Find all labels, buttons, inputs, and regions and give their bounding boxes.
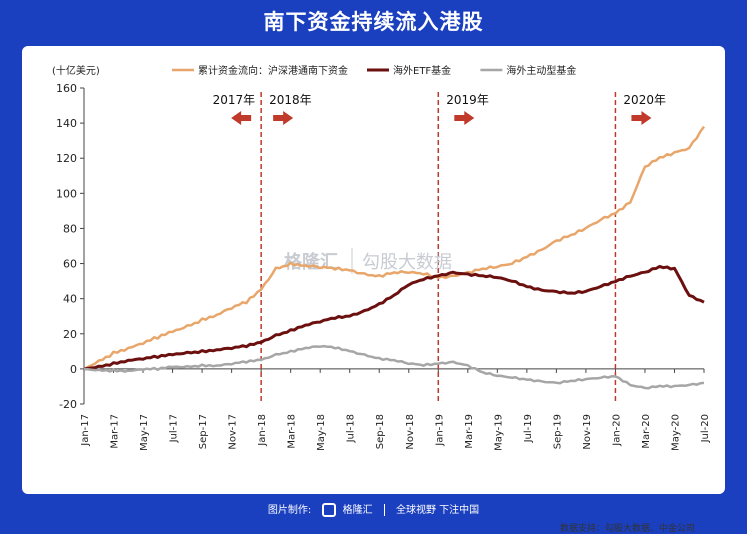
x-tick-label: Sep-19: [552, 414, 563, 449]
footer-brand: 格隆汇: [342, 505, 373, 516]
x-tick-label: Mar-19: [464, 414, 475, 449]
x-tick-label: Jan-18: [257, 414, 268, 447]
x-tick-label: Nov-17: [228, 414, 239, 450]
page-title: 南下资金持续流入港股: [263, 10, 484, 34]
right-arrow-icon: [454, 111, 475, 125]
legend-label-0: 累计资金流向：沪深港通南下资金: [198, 64, 348, 77]
y-unit-label: (十亿美元): [52, 64, 100, 77]
x-tick-label: Mar-17: [110, 414, 121, 449]
footer: 图片制作: 格隆汇 全球视野 下注中国: [0, 500, 747, 522]
y-tick-label: 80: [63, 222, 77, 235]
y-tick-label: 120: [56, 152, 77, 165]
y-tick-label: 20: [63, 328, 77, 341]
watermark-right: 勾股大数据: [362, 252, 452, 273]
x-tick-label: Mar-20: [641, 414, 652, 449]
chart-panel: (十亿美元) 累计资金流向：沪深港通南下资金 海外ETF基金 海外主动型基金 -20 0 2…: [22, 46, 725, 534]
series-line-2: [83, 344, 705, 390]
x-tick-label: May-20: [670, 414, 681, 451]
x-tick-label: Nov-18: [405, 414, 416, 450]
right-arrow-icon: [273, 111, 294, 125]
series-line-0: [83, 125, 706, 371]
y-tick-label: 0: [70, 363, 77, 376]
x-tick-label: Jan-17: [80, 414, 91, 447]
x-tick-label: Jul-17: [169, 414, 180, 443]
brand-logo-icon: [322, 503, 337, 517]
y-tick-label: 160: [56, 82, 77, 95]
source-note: 数据支持：勾股大数据、中金公司: [559, 524, 695, 534]
year-label: 2017年: [213, 93, 256, 107]
y-tick-label: 140: [56, 117, 77, 130]
right-arrow-icon: [631, 111, 652, 125]
legend-label-1: 海外ETF基金: [393, 64, 451, 77]
x-tick-label: Jul-19: [523, 414, 534, 443]
chart: (十亿美元) 累计资金流向：沪深港通南下资金 海外ETF基金 海外主动型基金 -20 0 2…: [52, 64, 711, 451]
year-label: 2018年: [269, 93, 312, 107]
y-tick-label: 60: [63, 258, 77, 271]
x-tick-label: Jan-19: [434, 414, 445, 447]
x-tick-label: Jan-20: [611, 414, 622, 447]
year-label: 2020年: [623, 93, 666, 107]
x-tick-label: Jul-18: [346, 414, 357, 443]
y-tick-label: -20: [59, 398, 77, 411]
x-tick-label: Sep-18: [375, 414, 386, 449]
series-line-1: [83, 264, 705, 371]
x-tick-label: Jul-20: [700, 414, 711, 443]
left-arrow-icon: [231, 111, 252, 125]
footer-divider: [383, 504, 385, 516]
x-tick-label: Mar-18: [287, 414, 298, 449]
x-tick-label: Nov-19: [582, 414, 593, 450]
y-tick-label: 100: [56, 187, 77, 200]
x-tick-label: May-17: [139, 414, 150, 451]
x-tick-label: May-18: [316, 414, 327, 451]
legend-label-2: 海外主动型基金: [506, 64, 576, 77]
x-tick-label: Sep-17: [198, 414, 209, 449]
footer-made-by: 图片制作:: [267, 505, 312, 516]
y-tick-label: 40: [63, 293, 77, 306]
year-label: 2019年: [446, 93, 489, 107]
x-tick-label: May-19: [493, 414, 504, 451]
footer-slogan: 全球视野 下注中国: [395, 505, 480, 516]
watermark-left: 格隆汇: [284, 251, 338, 273]
